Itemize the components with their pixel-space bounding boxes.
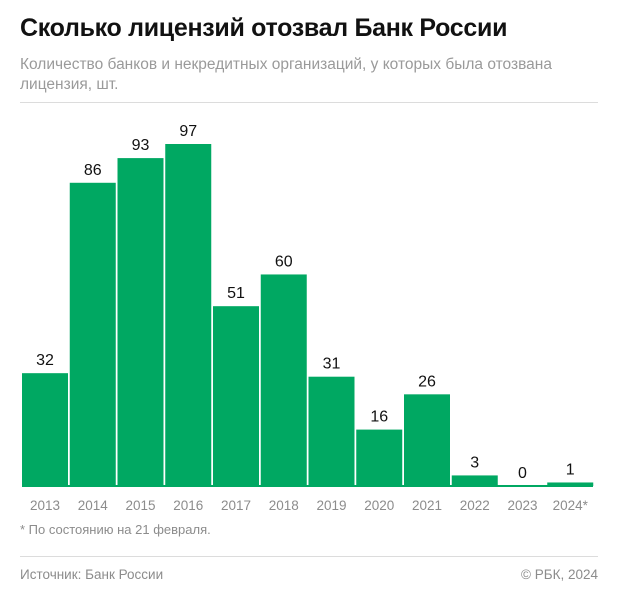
- data-label-2018: 60: [275, 253, 293, 270]
- x-axis-baseline: [22, 485, 593, 487]
- data-label-2017: 51: [227, 285, 245, 302]
- copyright-text: © РБК, 2024: [521, 567, 598, 582]
- data-label-2022: 3: [470, 454, 479, 471]
- data-label-2024: 1: [566, 461, 575, 478]
- bar-2017: [213, 306, 259, 486]
- x-tick-label-2013: 2013: [30, 498, 60, 513]
- data-label-2016: 97: [179, 123, 197, 140]
- x-tick-label-2014: 2014: [78, 498, 109, 513]
- x-tick-label-2016: 2016: [173, 498, 203, 513]
- bar-2016: [165, 144, 212, 486]
- data-label-2020: 16: [370, 409, 388, 426]
- bar-2018: [260, 274, 307, 486]
- bar-2013: [22, 373, 68, 486]
- data-label-2014: 86: [84, 162, 102, 179]
- data-label-2021: 26: [418, 373, 436, 390]
- chart-subtitle: Количество банков и некредитных организа…: [20, 56, 552, 93]
- bar-2024: [547, 482, 594, 486]
- x-tick-label-2021: 2021: [412, 498, 442, 513]
- bar-2015: [117, 158, 164, 486]
- x-tick-label-2018: 2018: [269, 498, 299, 513]
- x-tick-label-2017: 2017: [221, 498, 251, 513]
- bar-2019: [308, 376, 355, 486]
- x-tick-label-2015: 2015: [125, 498, 155, 513]
- data-label-2015: 93: [132, 137, 150, 154]
- x-tick-label-2019: 2019: [316, 498, 346, 513]
- x-tick-label-2023: 2023: [507, 498, 537, 513]
- bar-2014: [69, 182, 116, 486]
- data-label-2023: 0: [518, 465, 527, 482]
- x-tick-label-2020: 2020: [364, 498, 394, 513]
- bar-2021: [404, 394, 450, 486]
- header-divider: [20, 102, 598, 103]
- footer-divider: [20, 556, 598, 557]
- bar-2020: [356, 429, 403, 486]
- data-label-2019: 31: [323, 356, 341, 373]
- source-text: Источник: Банк России: [20, 567, 164, 582]
- chart-title: Сколько лицензий отозвал Банк России: [20, 14, 508, 42]
- bar-2022: [451, 475, 498, 486]
- footnote: * По состоянию на 21 февраля.: [20, 522, 211, 537]
- x-tick-label-2022: 2022: [460, 498, 490, 513]
- data-label-2013: 32: [36, 352, 54, 369]
- x-tick-label-2024: 2024*: [553, 498, 589, 513]
